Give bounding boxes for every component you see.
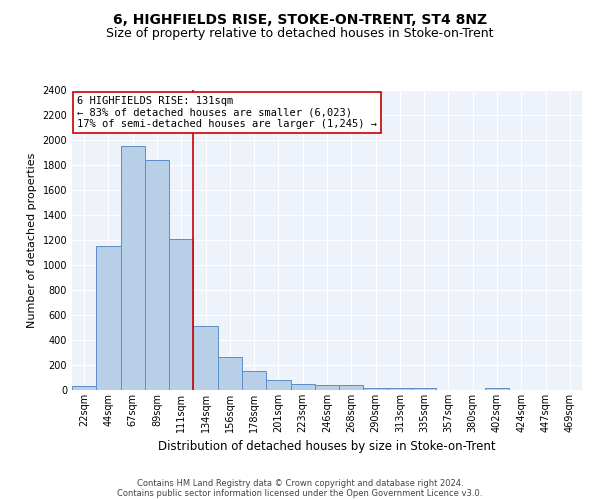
Bar xyxy=(290,384,315,390)
Bar xyxy=(121,146,145,390)
Bar xyxy=(315,384,339,390)
Text: 6, HIGHFIELDS RISE, STOKE-ON-TRENT, ST4 8NZ: 6, HIGHFIELDS RISE, STOKE-ON-TRENT, ST4 … xyxy=(113,12,487,26)
Text: Size of property relative to detached houses in Stoke-on-Trent: Size of property relative to detached ho… xyxy=(106,28,494,40)
Bar xyxy=(72,386,96,390)
Text: Contains public sector information licensed under the Open Government Licence v3: Contains public sector information licen… xyxy=(118,488,482,498)
Bar xyxy=(364,388,388,390)
Bar xyxy=(96,246,121,390)
Bar xyxy=(242,370,266,390)
Bar xyxy=(388,388,412,390)
Y-axis label: Number of detached properties: Number of detached properties xyxy=(27,152,37,328)
X-axis label: Distribution of detached houses by size in Stoke-on-Trent: Distribution of detached houses by size … xyxy=(158,440,496,454)
Text: Contains HM Land Registry data © Crown copyright and database right 2024.: Contains HM Land Registry data © Crown c… xyxy=(137,478,463,488)
Bar xyxy=(218,357,242,390)
Bar xyxy=(485,388,509,390)
Bar xyxy=(193,326,218,390)
Bar xyxy=(169,239,193,390)
Bar xyxy=(412,388,436,390)
Bar xyxy=(266,380,290,390)
Bar xyxy=(339,384,364,390)
Bar xyxy=(145,160,169,390)
Text: 6 HIGHFIELDS RISE: 131sqm
← 83% of detached houses are smaller (6,023)
17% of se: 6 HIGHFIELDS RISE: 131sqm ← 83% of detac… xyxy=(77,96,377,129)
